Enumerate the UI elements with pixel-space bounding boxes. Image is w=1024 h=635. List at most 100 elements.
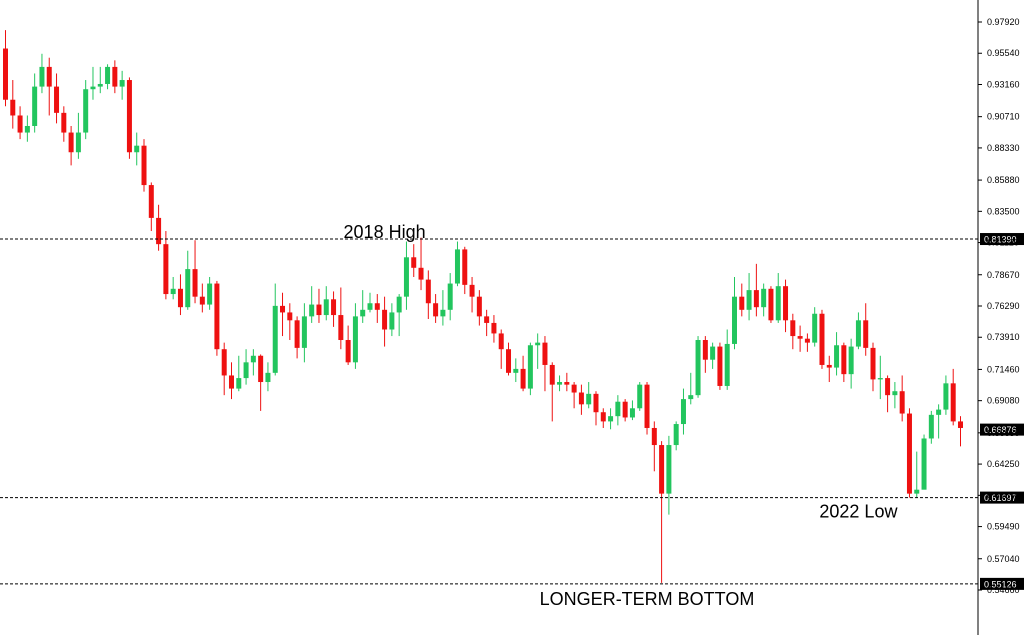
candle (396, 294, 402, 337)
candle (644, 382, 650, 435)
candle (586, 382, 592, 409)
candle (403, 241, 409, 310)
candle (192, 240, 198, 304)
candle-body (134, 145, 140, 153)
candle-body (542, 342, 548, 365)
candle (921, 434, 927, 490)
candle (425, 270, 431, 319)
candle (440, 290, 446, 326)
candle-body (834, 345, 840, 368)
candle-body (841, 345, 847, 375)
candle-body (243, 362, 249, 379)
candle (600, 408, 606, 428)
candle (520, 355, 526, 392)
candle-body (593, 393, 599, 413)
candle-body (870, 347, 876, 380)
candle (666, 435, 672, 515)
candle (710, 342, 716, 369)
candle (914, 451, 920, 498)
candle-body (316, 304, 322, 316)
candle-body (783, 286, 789, 321)
candle-body (746, 290, 752, 310)
candle-body (826, 364, 832, 368)
candle (593, 391, 599, 426)
candle (24, 115, 30, 142)
candle-body (185, 269, 191, 308)
candle (272, 283, 278, 376)
candle (527, 342, 533, 396)
candle-body (615, 401, 621, 417)
candle (739, 283, 745, 317)
candle-body (214, 283, 220, 350)
candle-body (753, 290, 759, 308)
candle-body (345, 340, 351, 363)
candle (141, 139, 147, 192)
candle (804, 333, 810, 352)
candle-body (221, 349, 227, 376)
candle (622, 399, 628, 422)
candle-body (177, 288, 183, 308)
candle-body (578, 392, 584, 405)
candle (90, 66, 96, 100)
candle (97, 66, 103, 94)
candle (75, 112, 81, 159)
candle-body (812, 313, 818, 343)
candle-body (936, 409, 942, 415)
y-tick-label: 0.83500 (987, 206, 1020, 216)
candle-body (688, 395, 694, 400)
candle (484, 309, 490, 337)
candle (695, 336, 701, 398)
candle-body (863, 320, 869, 348)
candle (746, 273, 752, 321)
y-tick-label: 0.95540 (987, 48, 1020, 58)
candle (877, 355, 883, 400)
candle (331, 291, 337, 327)
candle-body (819, 313, 825, 365)
candle-body (527, 345, 533, 389)
candle (476, 290, 482, 326)
level-marker-box (980, 577, 1024, 590)
candle (360, 290, 366, 323)
candle-body (199, 296, 205, 305)
candle (185, 250, 191, 310)
candle-body (265, 372, 271, 383)
candle-body (804, 338, 810, 343)
candle-body (294, 320, 300, 348)
candle-body (46, 66, 52, 87)
candle-body (622, 401, 628, 418)
candle (32, 73, 38, 133)
candle-body (768, 288, 774, 321)
candle (549, 362, 555, 422)
candle-body (644, 384, 650, 428)
candle-body (637, 384, 643, 409)
candle (513, 358, 519, 383)
candle (717, 342, 723, 390)
candle-body (877, 378, 883, 380)
candle-body (24, 125, 30, 133)
candle-body (272, 305, 278, 373)
candle (294, 316, 300, 359)
candle (382, 296, 388, 347)
candle (826, 355, 832, 383)
candle (134, 132, 140, 166)
candle-body (250, 355, 256, 363)
candle-body (258, 355, 264, 383)
candle-body (673, 424, 679, 446)
candle (957, 416, 963, 447)
y-tick-label: 0.76290 (987, 301, 1020, 311)
candle-body (170, 288, 176, 295)
candle (280, 292, 286, 337)
candle (170, 276, 176, 300)
candle (819, 309, 825, 369)
candle (250, 349, 256, 376)
candle (783, 279, 789, 333)
current-price-marker-text: 0.66876 (984, 425, 1017, 435)
y-tick-label: 0.66630 (987, 428, 1020, 438)
candle (863, 303, 869, 356)
candle (323, 286, 329, 321)
candle (301, 303, 307, 363)
candle-body (207, 283, 213, 305)
y-tick-label: 0.61870 (987, 490, 1020, 500)
level-marker: 0.81390 (980, 233, 1024, 246)
candle (542, 336, 548, 392)
